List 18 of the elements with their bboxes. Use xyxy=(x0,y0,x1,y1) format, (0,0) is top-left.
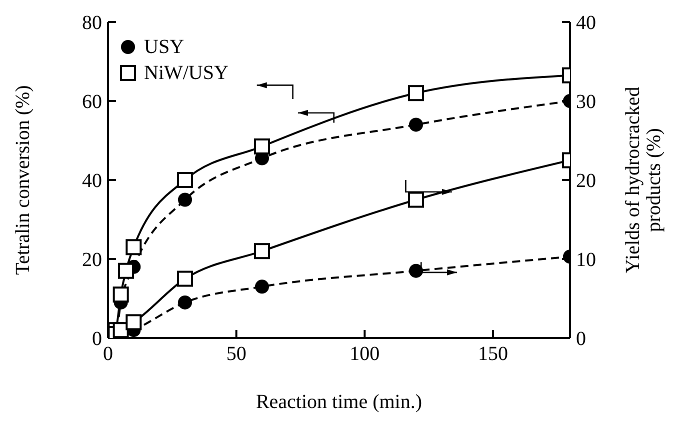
x-tick-label: 150 xyxy=(478,343,508,366)
y-tick-label: 20 xyxy=(82,249,102,272)
x-tick-label: 100 xyxy=(350,343,380,366)
y2-tick-label: 0 xyxy=(576,328,586,350)
y-tick-label: 40 xyxy=(82,170,102,192)
y-tick-label: 0 xyxy=(92,328,102,350)
y2-axis-title: Yields of hydrocracked products (%) xyxy=(622,86,665,276)
y2-tick-label: 20 xyxy=(576,170,596,192)
legend-label: NiW/USY xyxy=(144,61,228,86)
y2-tick-label: 10 xyxy=(576,249,596,272)
x-axis-title: Reaction time (min.) xyxy=(256,391,422,413)
y2-tick-label: 30 xyxy=(576,91,596,114)
y-tick-label: 60 xyxy=(82,91,102,114)
y-axis-title: Tetralin conversion (%) xyxy=(12,85,34,275)
y-tick-label: 80 xyxy=(82,12,102,34)
x-tick-label: 50 xyxy=(226,343,246,366)
legend-label: USY xyxy=(144,35,184,60)
y2-tick-label: 40 xyxy=(576,12,596,34)
